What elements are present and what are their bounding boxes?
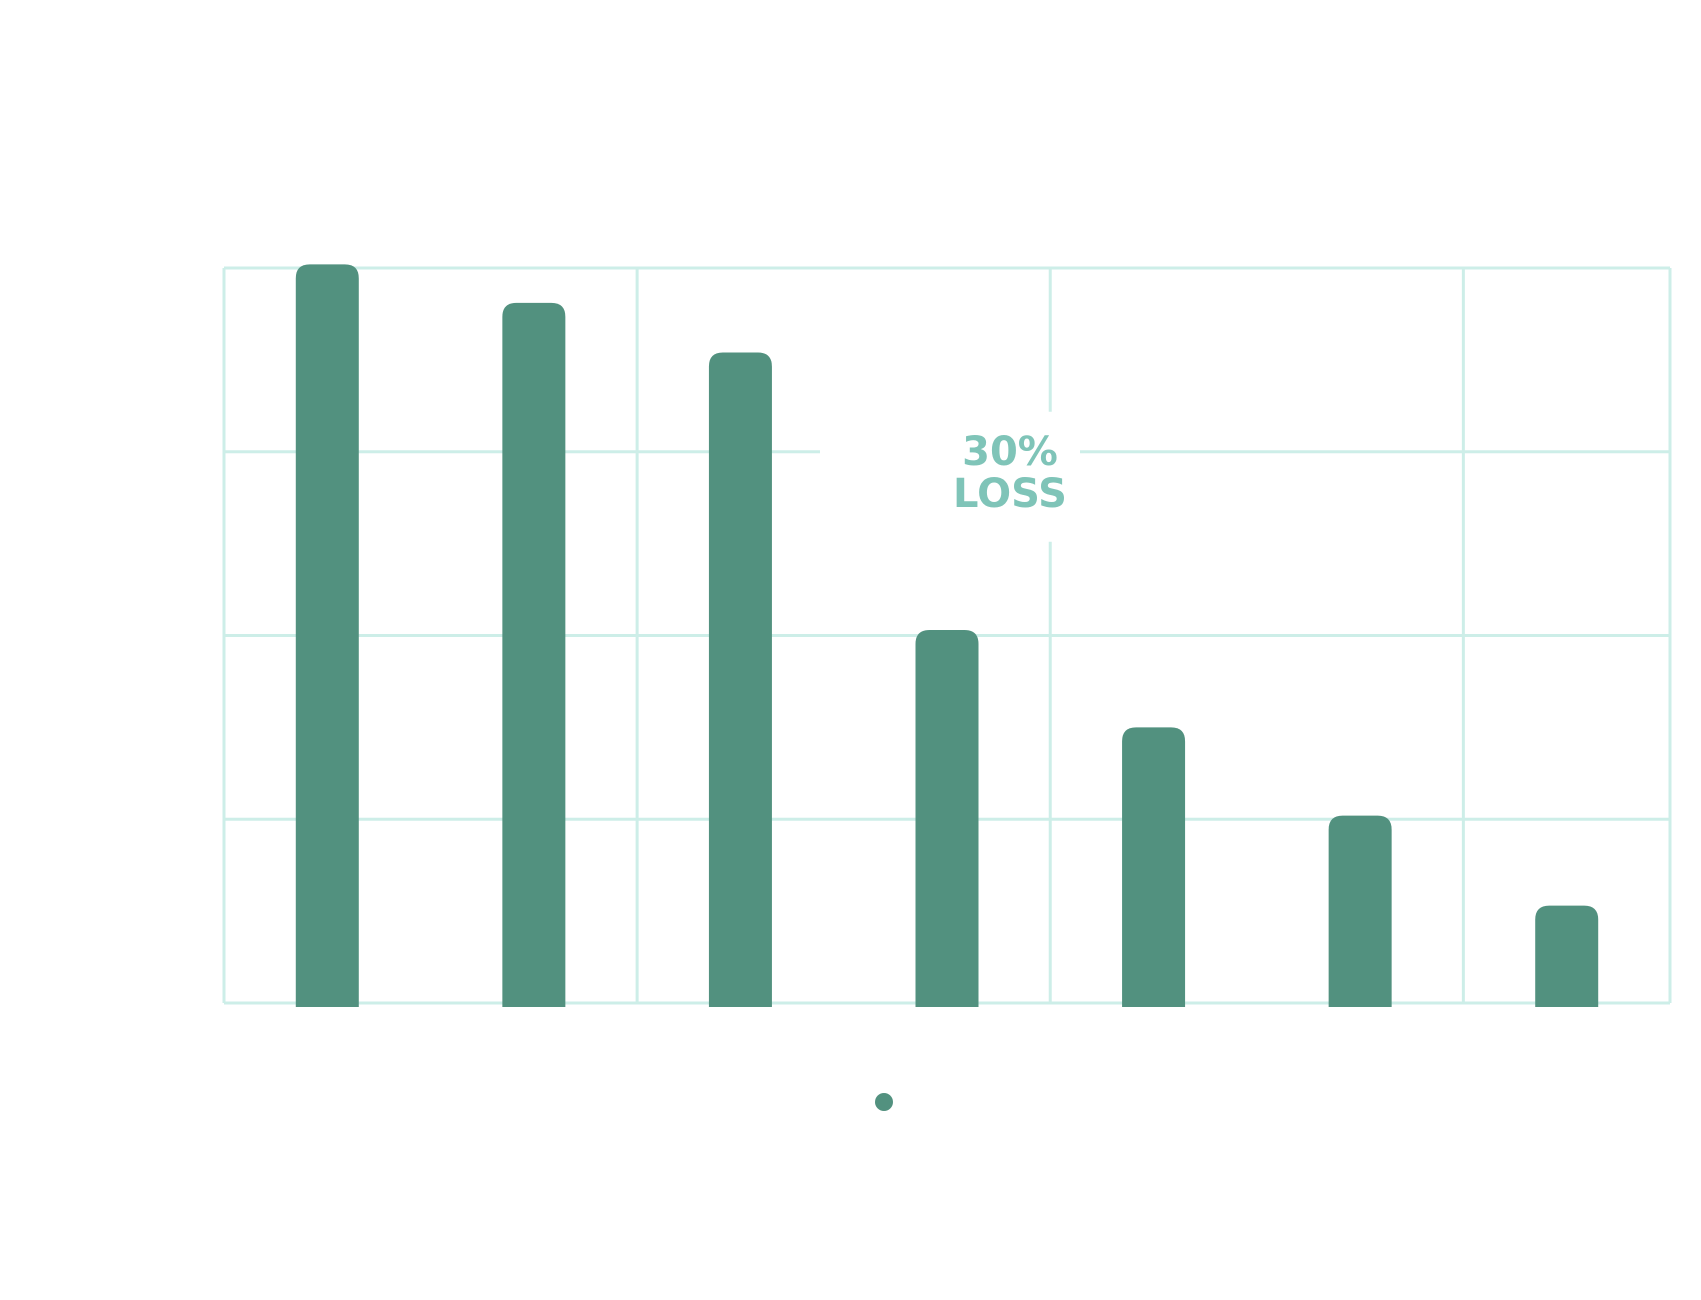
annotation-backdrop bbox=[940, 411, 1080, 542]
bar bbox=[1122, 727, 1186, 1007]
bar bbox=[502, 302, 566, 1008]
annotation-text: 30% bbox=[962, 429, 1058, 475]
legend-marker bbox=[875, 1093, 893, 1111]
bar bbox=[1328, 815, 1392, 1007]
bar bbox=[708, 352, 772, 1007]
bar bbox=[915, 629, 979, 1007]
bar bbox=[1535, 905, 1599, 1007]
annotation-text: LOSS bbox=[953, 471, 1067, 517]
bar bbox=[295, 264, 359, 1007]
